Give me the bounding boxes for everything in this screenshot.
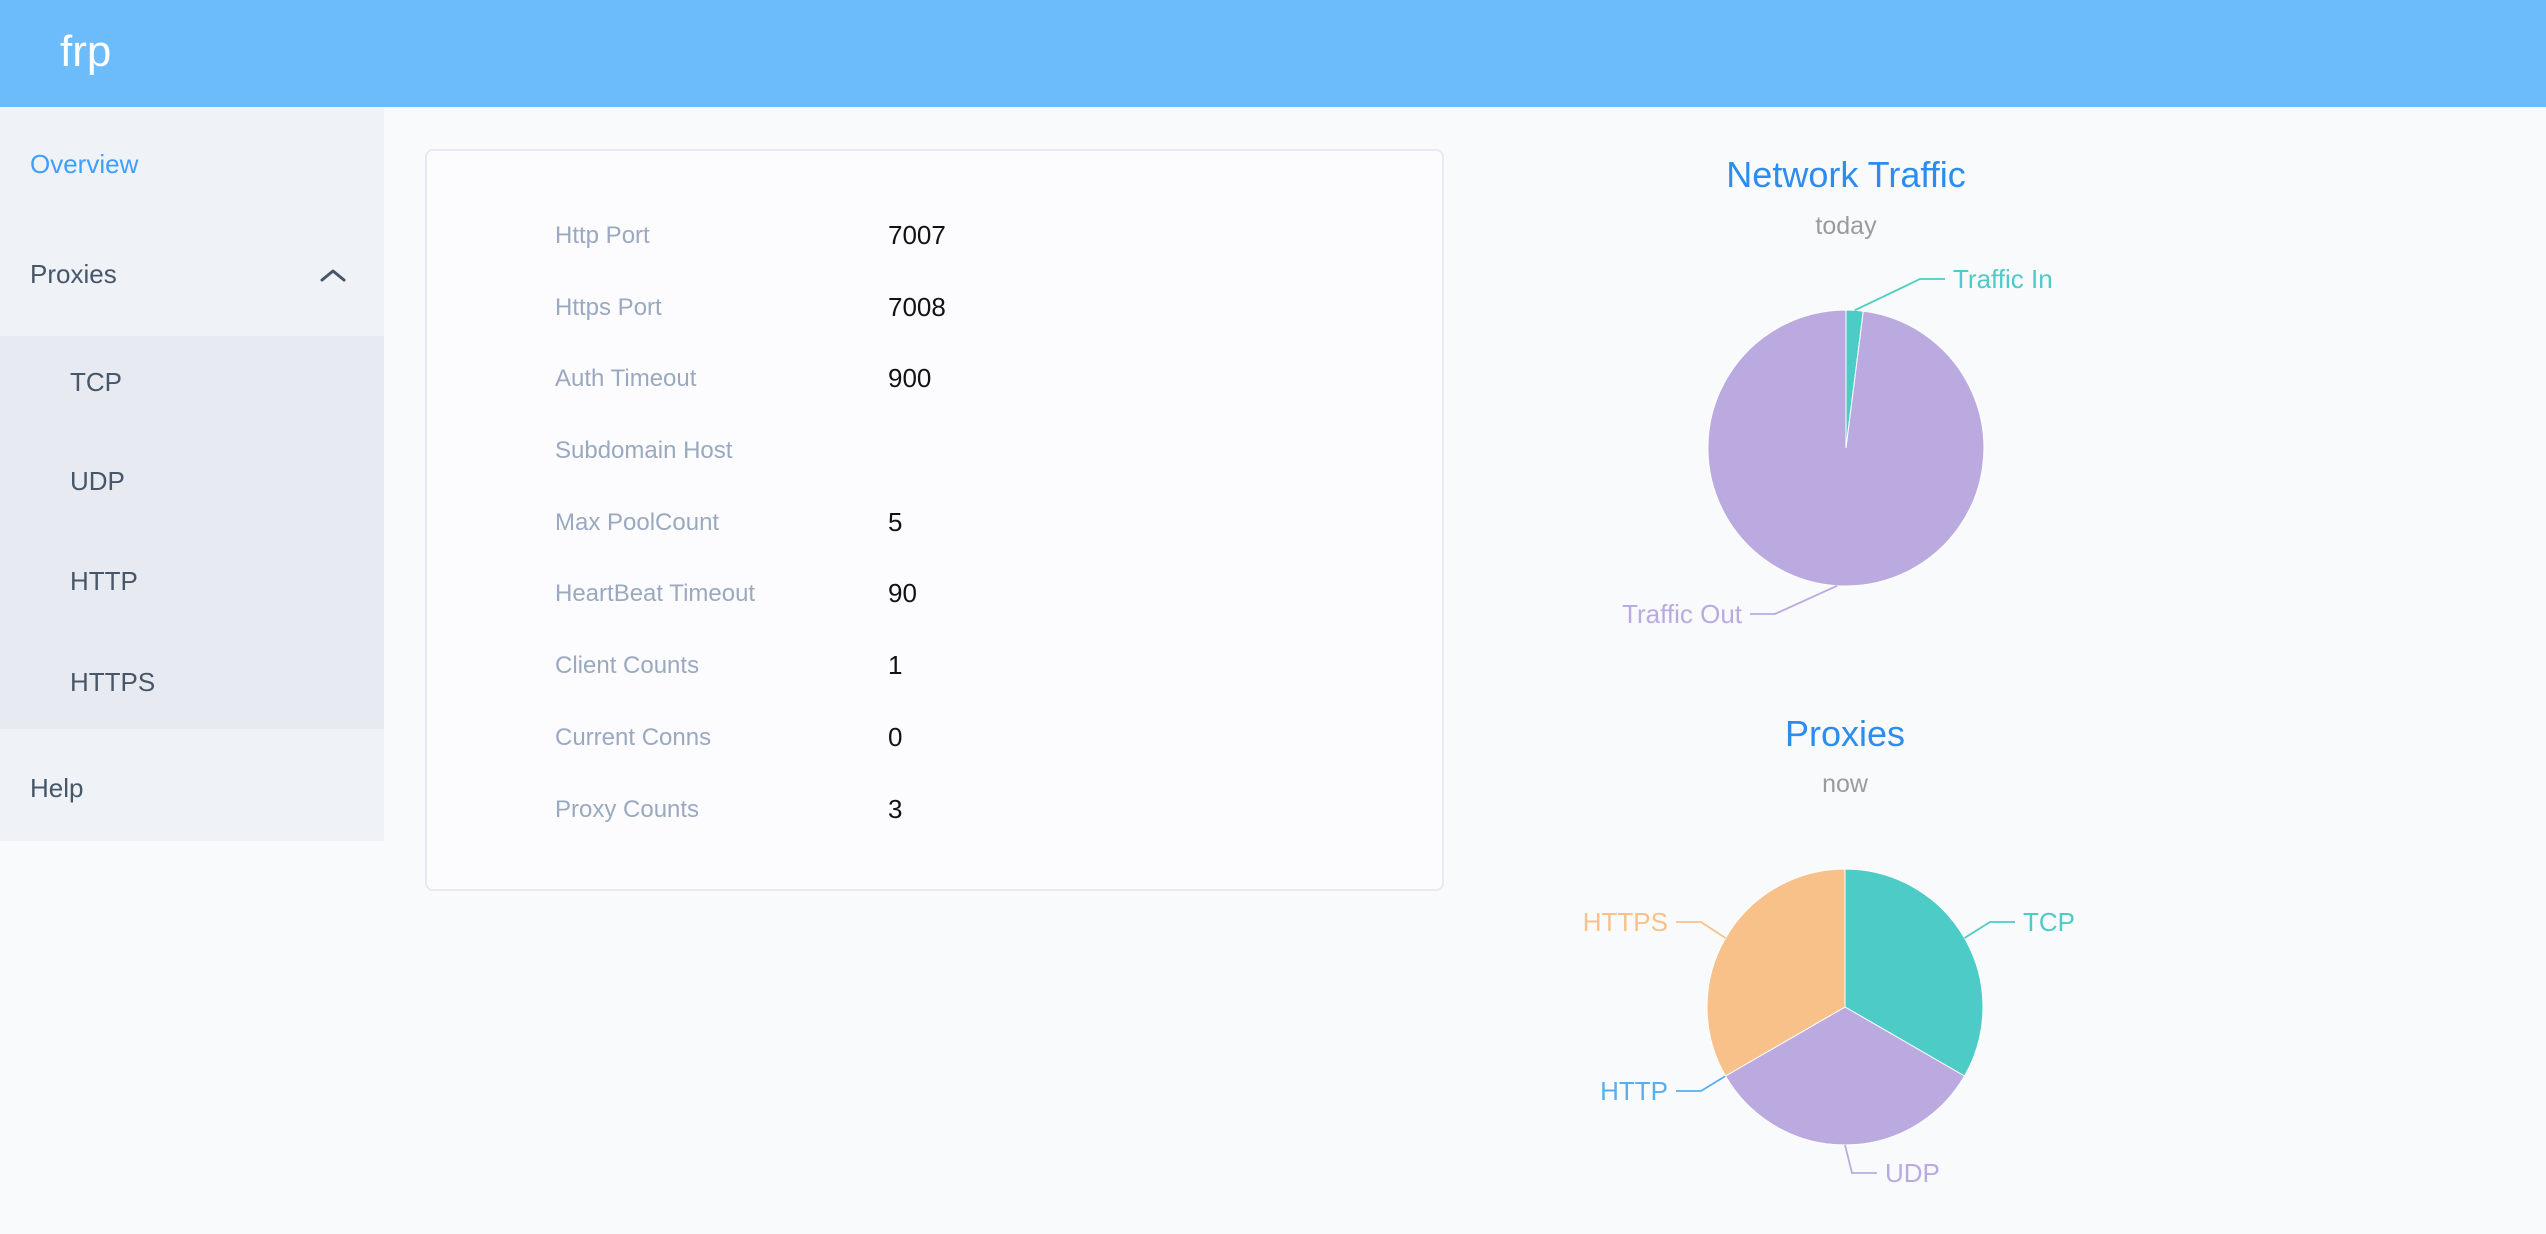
row-label: Max PoolCount (555, 508, 720, 536)
table-row: Current Conns 0 (427, 702, 1442, 774)
network-traffic-title: Network Traffic (1726, 154, 1966, 195)
row-value: 5 (888, 506, 903, 537)
pie-label-https: HTTPS (1582, 907, 1668, 937)
pie-label-line (1854, 278, 1945, 312)
proxies-chart-title: Proxies (1784, 713, 1906, 754)
pie-label-line (1964, 921, 2015, 939)
network-traffic-pie-chart[interactable] (1646, 248, 2046, 648)
pie-label-line (1676, 1075, 1726, 1092)
pie-label-traffic-out: Traffic Out (1622, 599, 1742, 629)
table-row: Max PoolCount 5 (427, 487, 1442, 559)
pie-slice-tcp[interactable] (1844, 868, 1984, 1077)
sidebar-item-overview[interactable]: Overview (30, 149, 139, 179)
app-header: frp (0, 0, 2546, 107)
row-value: 900 (888, 363, 932, 394)
proxies-pie-chart[interactable] (1645, 807, 2045, 1207)
row-value: 90 (888, 578, 917, 609)
sidebar-item-help[interactable]: Help (30, 773, 84, 803)
sidebar-item-http[interactable]: HTTP (70, 566, 138, 596)
pie-label-line (1844, 1144, 1877, 1174)
table-row: Client Counts 1 (427, 630, 1442, 702)
row-label: Https Port (555, 293, 662, 321)
row-value: 3 (888, 793, 903, 824)
sidebar-item-proxies-label: Proxies (30, 259, 117, 289)
row-value: 7008 (888, 291, 946, 322)
table-row: Http Port 7007 (427, 200, 1442, 272)
sidebar-item-https[interactable]: HTTPS (70, 667, 156, 697)
row-label: Proxy Counts (555, 795, 700, 823)
row-label: Http Port (555, 222, 650, 249)
pie-slice-traffic-out[interactable] (1707, 309, 1985, 587)
table-row: Https Port 7008 (427, 272, 1442, 344)
pie-label-line (1676, 921, 1726, 939)
row-value: 0 (888, 721, 903, 752)
server-info-card: Http Port 7007 Https Port 7008 Auth Time… (425, 149, 1444, 891)
row-label: Subdomain Host (555, 437, 733, 465)
table-row: Subdomain Host (427, 415, 1442, 487)
row-value: 1 (888, 650, 903, 681)
pie-slice-https[interactable] (1706, 868, 1846, 1077)
network-traffic-subtitle: today (1815, 212, 1877, 240)
proxies-submenu-background (0, 336, 384, 729)
pie-label-http: HTTP (1600, 1076, 1668, 1106)
table-row: Proxy Counts 3 (427, 774, 1442, 846)
row-value: 7007 (888, 220, 946, 250)
table-row: HeartBeat Timeout 90 (427, 558, 1442, 630)
sidebar-item-tcp[interactable]: TCP (70, 367, 122, 397)
app-logo[interactable]: frp (60, 27, 112, 76)
chevron-up-icon (320, 269, 346, 282)
pie-slice-udp[interactable] (1724, 1006, 1966, 1146)
pie-label-udp: UDP (1885, 1158, 1940, 1188)
pie-label-tcp: TCP (2023, 907, 2075, 937)
table-row: Auth Timeout 900 (427, 343, 1442, 415)
sidebar-item-proxies[interactable]: Proxies (0, 224, 384, 324)
row-label: Auth Timeout (555, 365, 697, 393)
pie-label-traffic-in: Traffic In (1953, 264, 2053, 294)
row-label: Current Conns (555, 723, 712, 751)
sidebar-item-udp[interactable]: UDP (70, 466, 125, 496)
proxies-chart-subtitle: now (1822, 770, 1868, 798)
row-label: Client Counts (555, 652, 700, 680)
row-label: HeartBeat Timeout (555, 580, 756, 608)
pie-label-line (1750, 584, 1838, 615)
